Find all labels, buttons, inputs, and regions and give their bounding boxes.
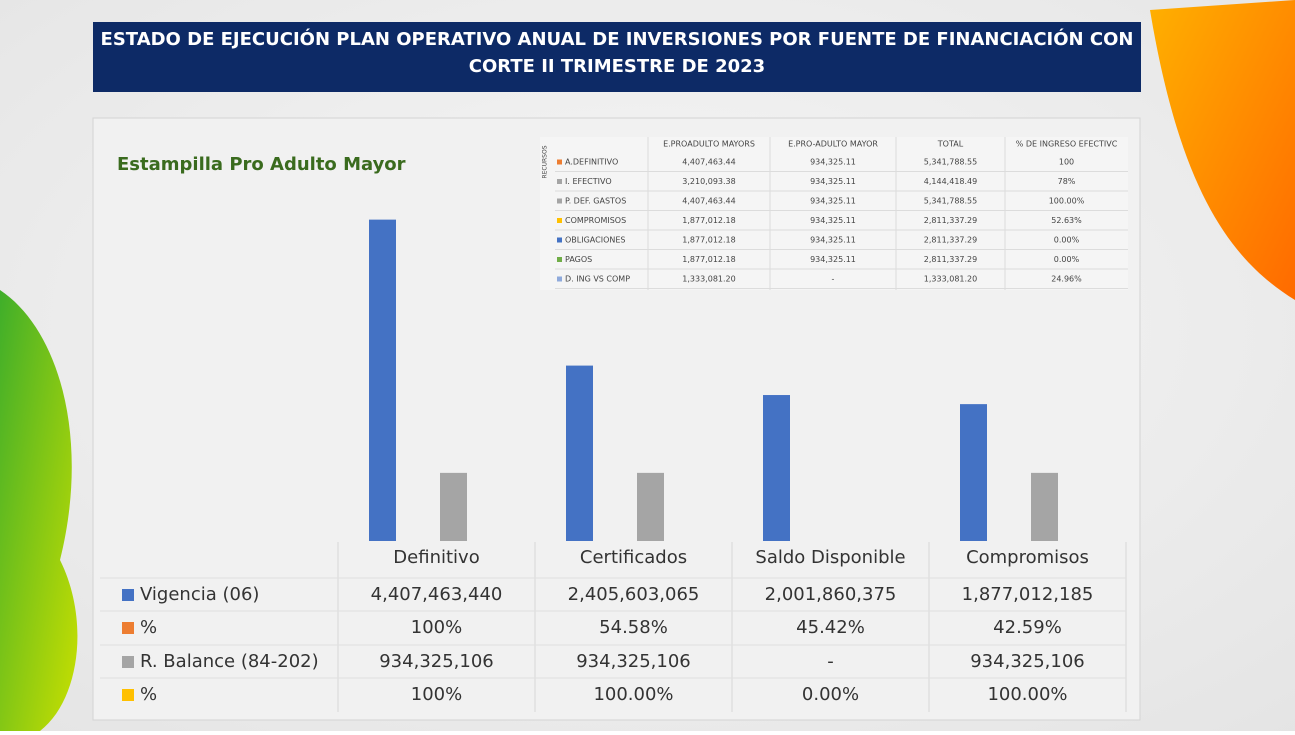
value-label: 100.00% — [987, 684, 1067, 705]
mini-swatch — [557, 159, 562, 165]
value-label: 42.59% — [993, 617, 1062, 638]
mini-header: TOTAL — [937, 140, 964, 149]
legend-label: R. Balance (84-202) — [140, 651, 319, 672]
category-label: Definitivo — [393, 547, 479, 568]
value-label: 54.58% — [599, 617, 668, 638]
value-label: 100% — [411, 684, 462, 705]
mini-cell: 78% — [1058, 177, 1076, 186]
legend-swatch — [122, 622, 134, 634]
mini-cell: PAGOS — [565, 255, 592, 264]
mini-cell: 2,811,337.29 — [924, 236, 977, 245]
mini-cell: 1,877,012.18 — [682, 255, 735, 264]
mini-cell: OBLIGACIONES — [565, 236, 626, 245]
bar — [1031, 472, 1058, 541]
category-label: Compromisos — [966, 547, 1089, 568]
mini-cell: A.DEFINITIVO — [565, 158, 618, 167]
mini-swatch — [557, 198, 562, 204]
mini-cell: 934,325.11 — [810, 236, 856, 245]
value-label: 1,877,012,185 — [962, 584, 1094, 605]
mini-swatch — [557, 218, 562, 223]
mini-cell: 0.00% — [1054, 255, 1080, 264]
value-label: 2,001,860,375 — [765, 584, 897, 605]
mini-cell: 934,325.11 — [810, 197, 856, 206]
bar — [637, 472, 664, 541]
bar — [566, 365, 593, 541]
mini-row-group: RECURSOS — [542, 145, 549, 178]
mini-cell: 24.96% — [1051, 275, 1082, 284]
category-label: Saldo Disponible — [755, 547, 905, 568]
title-banner — [93, 22, 1141, 92]
mini-cell: 4,407,463.44 — [682, 158, 735, 167]
mini-cell: 934,325.11 — [810, 158, 856, 167]
legend-label: % — [140, 617, 157, 638]
mini-cell: 1,877,012.18 — [682, 236, 735, 245]
decoration — [0, 290, 78, 731]
mini-cell: 2,811,337.29 — [924, 216, 977, 225]
legend-label: Vigencia (06) — [140, 584, 259, 605]
mini-header: E.PRO-ADULTO MAYOR — [788, 140, 878, 149]
bar — [960, 404, 987, 541]
value-label: 934,325,106 — [576, 651, 691, 672]
mini-swatch — [557, 179, 562, 184]
mini-table-bg — [540, 137, 1128, 290]
mini-cell: 100.00% — [1049, 197, 1085, 206]
title: ESTADO DE EJECUCIÓN PLAN OPERATIVO ANUAL… — [100, 29, 1134, 77]
mini-cell: 0.00% — [1054, 236, 1080, 245]
mini-cell: 5,341,788.55 — [924, 158, 977, 167]
value-label: 2,405,603,065 — [568, 584, 700, 605]
chart-title: Estampilla Pro Adulto Mayor — [117, 154, 406, 175]
mini-swatch — [557, 257, 562, 262]
mini-cell: 934,325.11 — [810, 177, 856, 186]
mini-cell: - — [832, 275, 835, 284]
mini-cell: 3,210,093.38 — [682, 177, 735, 186]
mini-cell: 934,325.11 — [810, 255, 856, 264]
mini-cell: COMPROMISOS — [565, 216, 626, 225]
mini-cell: I. EFECTIVO — [565, 177, 612, 186]
mini-cell: D. ING VS COMP — [565, 275, 630, 284]
mini-cell: 1,333,081.20 — [682, 275, 735, 284]
legend-label: % — [140, 684, 157, 705]
mini-swatch — [557, 276, 562, 282]
value-label: 100% — [411, 617, 462, 638]
decoration — [1150, 0, 1295, 300]
mini-header: % DE INGRESO EFECTIVC — [1016, 140, 1118, 149]
mini-header: E.PROADULTO MAYORS — [663, 140, 755, 149]
category-label: Certificados — [580, 547, 687, 568]
legend-swatch — [122, 589, 134, 601]
value-label: - — [827, 651, 834, 672]
mini-cell: 4,144,418.49 — [924, 177, 977, 186]
legend-swatch — [122, 656, 134, 668]
value-label: 934,325,106 — [970, 651, 1085, 672]
mini-cell: 2,811,337.29 — [924, 255, 977, 264]
mini-cell: 934,325.11 — [810, 216, 856, 225]
mini-cell: 4,407,463.44 — [682, 197, 735, 206]
mini-cell: 1,333,081.20 — [924, 275, 977, 284]
value-label: 45.42% — [796, 617, 865, 638]
bar — [369, 219, 396, 542]
mini-cell: P. DEF. GASTOS — [565, 197, 626, 206]
bar — [440, 472, 467, 541]
mini-swatch — [557, 237, 562, 243]
value-label: 100.00% — [593, 684, 673, 705]
bar — [763, 395, 790, 541]
mini-cell: 5,341,788.55 — [924, 197, 977, 206]
mini-cell: 100 — [1059, 158, 1074, 167]
mini-cell: 52.63% — [1051, 216, 1082, 225]
mini-cell: 1,877,012.18 — [682, 216, 735, 225]
value-label: 4,407,463,440 — [371, 584, 503, 605]
value-label: 0.00% — [802, 684, 859, 705]
legend-swatch — [122, 689, 134, 701]
title-box: ESTADO DE EJECUCIÓN PLAN OPERATIVO ANUAL… — [100, 29, 1134, 77]
value-label: 934,325,106 — [379, 651, 494, 672]
